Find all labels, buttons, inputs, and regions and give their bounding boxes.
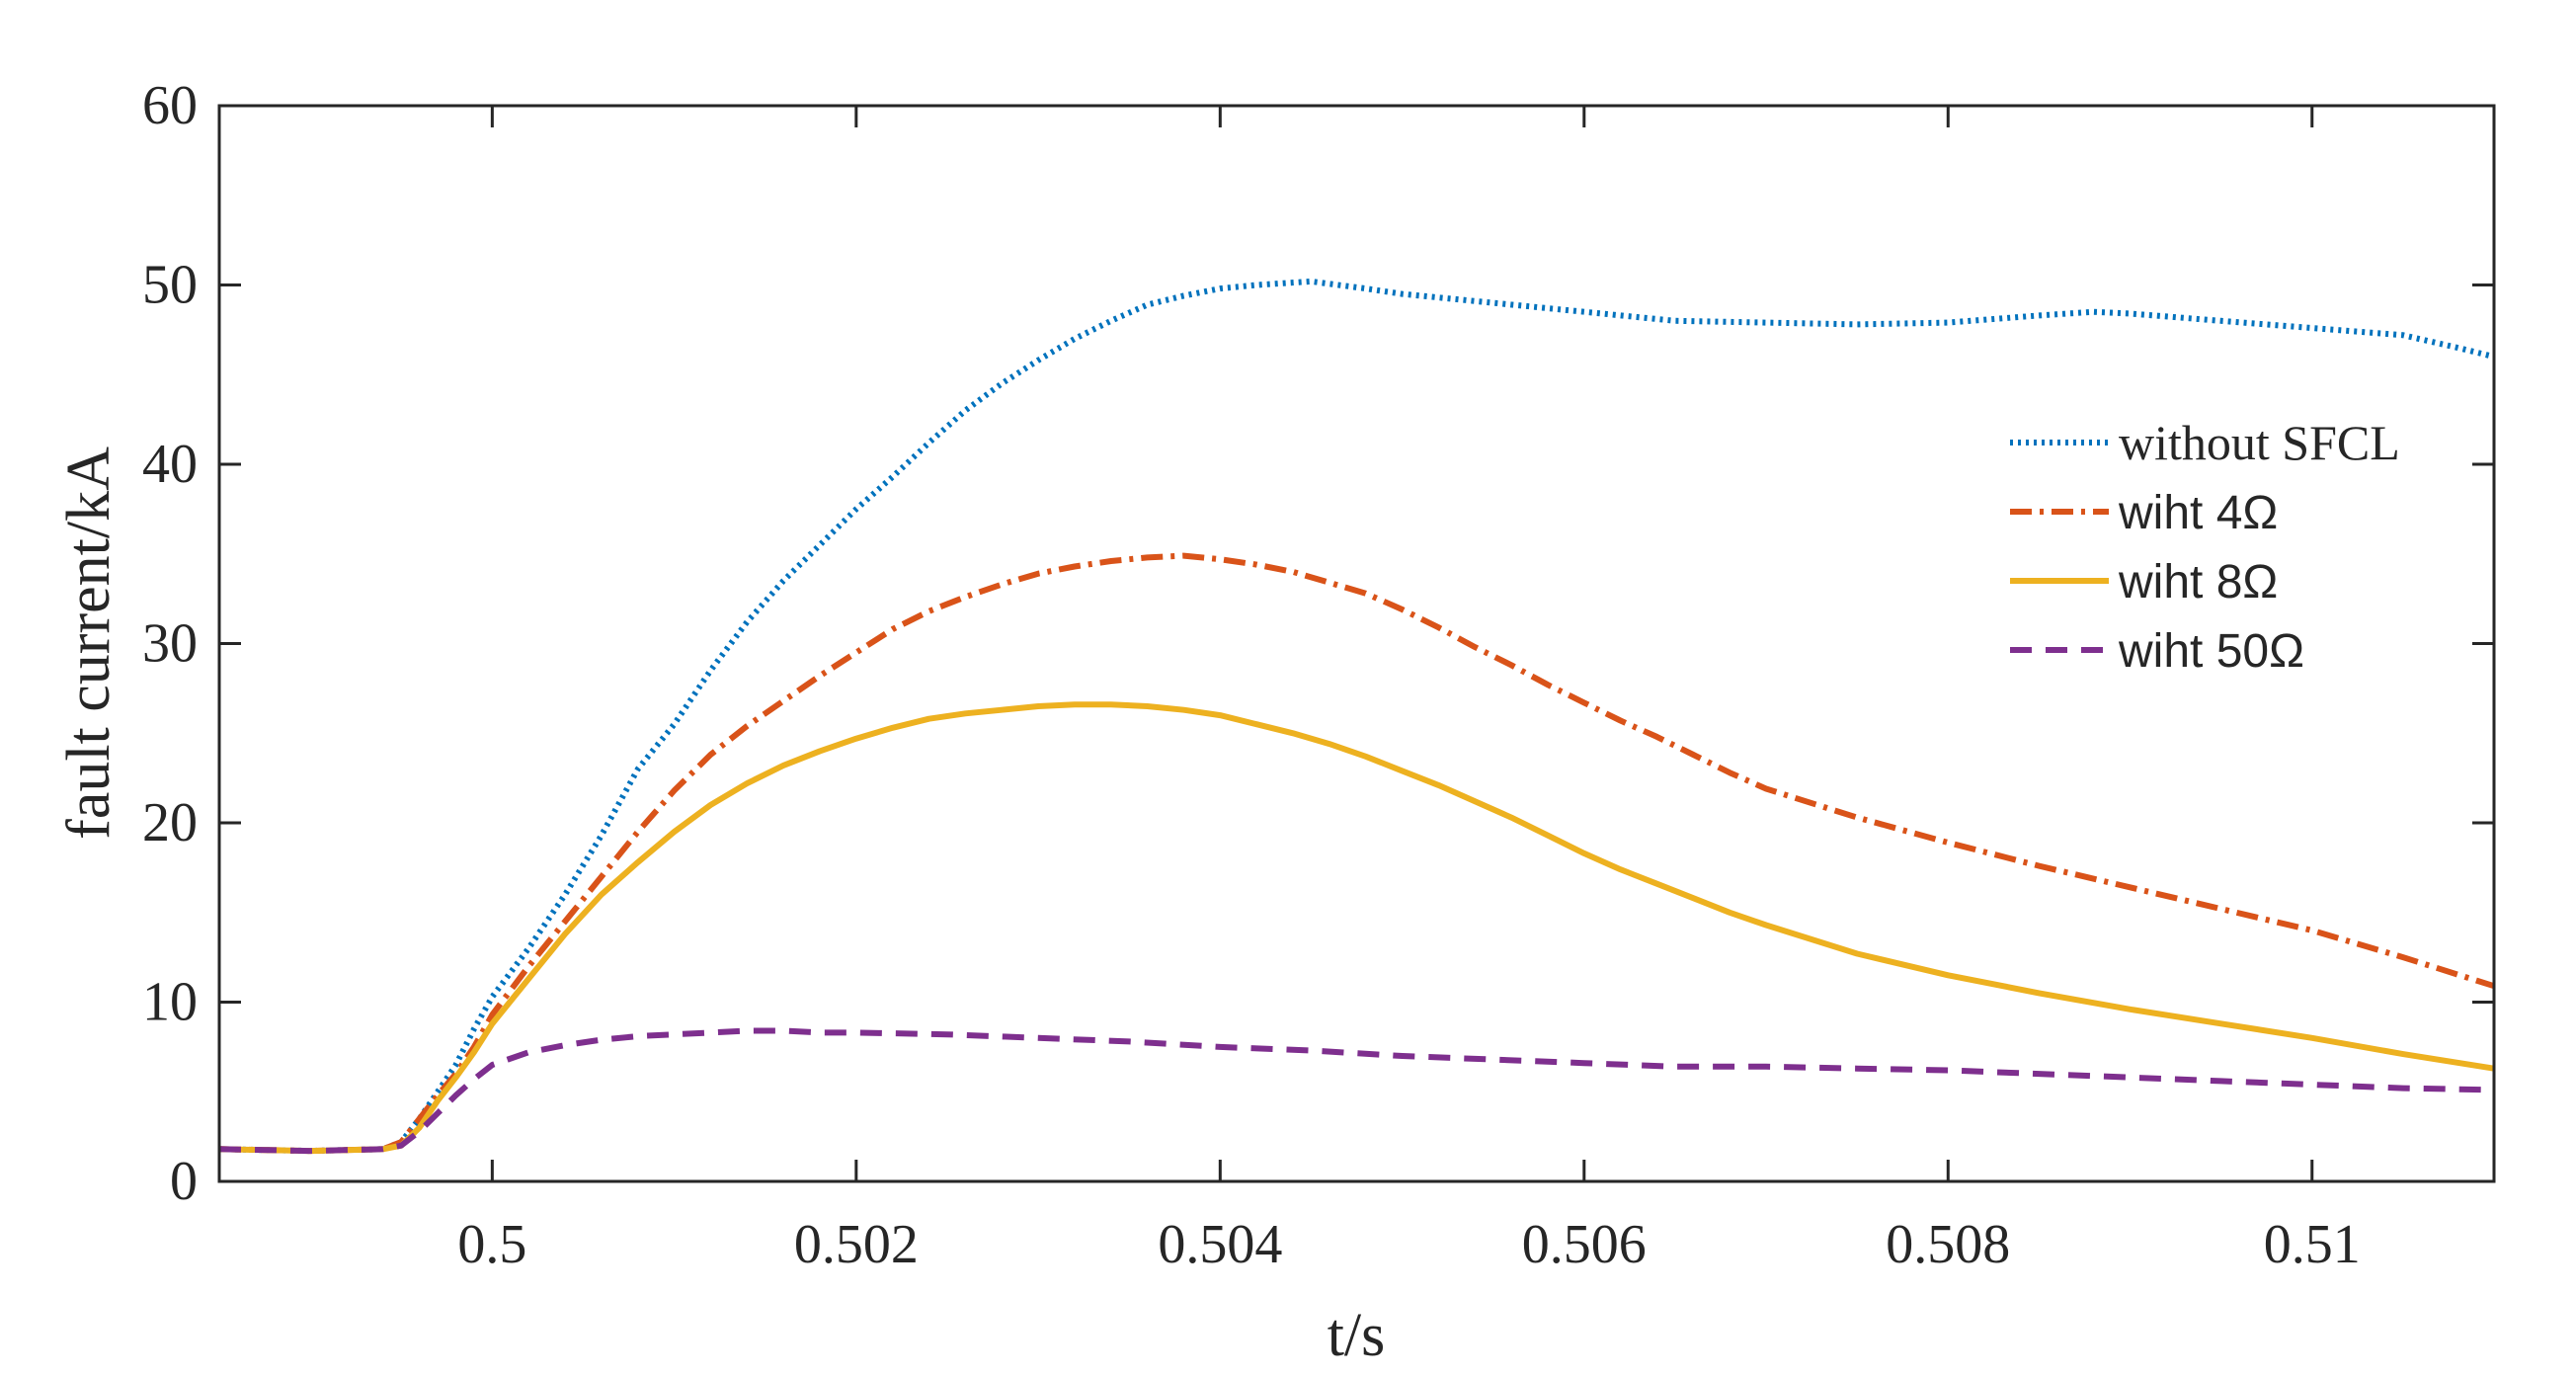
y-tick-label: 20 [142, 792, 198, 853]
y-tick-label: 40 [142, 434, 198, 495]
ticks-layer: 0.5 0.502 0.504 0.506 0.508 0.51 0 10 20 30 40 50 60 [142, 75, 2494, 1275]
x-tick-label: 0.51 [2264, 1214, 2361, 1275]
series-line-2 [218, 552, 2495, 1155]
y-axis-title: fault current/kA [55, 446, 122, 840]
x-tick-label: 0.502 [794, 1214, 919, 1275]
legend-label-3: wiht 8Ω [2118, 556, 2278, 608]
x-tick-label: 0.5 [457, 1214, 526, 1275]
y-tick-label: 50 [142, 255, 198, 316]
x-tick-label: 0.504 [1158, 1214, 1282, 1275]
y-tick-label: 10 [142, 972, 198, 1033]
series-line-3 [218, 701, 2495, 1155]
y-tick-label: 60 [142, 75, 198, 136]
legend-label-2: wiht 4Ω [2118, 487, 2278, 539]
x-axis-title: t/s [1328, 1302, 1386, 1369]
legend-label-4: wiht 50Ω [2118, 625, 2304, 678]
y-tick-label: 30 [142, 613, 198, 675]
x-tick-label: 0.508 [1886, 1214, 2010, 1275]
series-layer [218, 278, 2495, 1155]
y-tick-label: 0 [170, 1151, 198, 1212]
legend: without SFCL wiht 4Ω wiht 8Ω wiht 50Ω [2010, 415, 2400, 678]
series-line-1 [218, 278, 2495, 1155]
x-tick-label: 0.506 [1522, 1214, 1647, 1275]
legend-label-1: without SFCL [2119, 415, 2400, 470]
series-line-4 [218, 1027, 2495, 1155]
